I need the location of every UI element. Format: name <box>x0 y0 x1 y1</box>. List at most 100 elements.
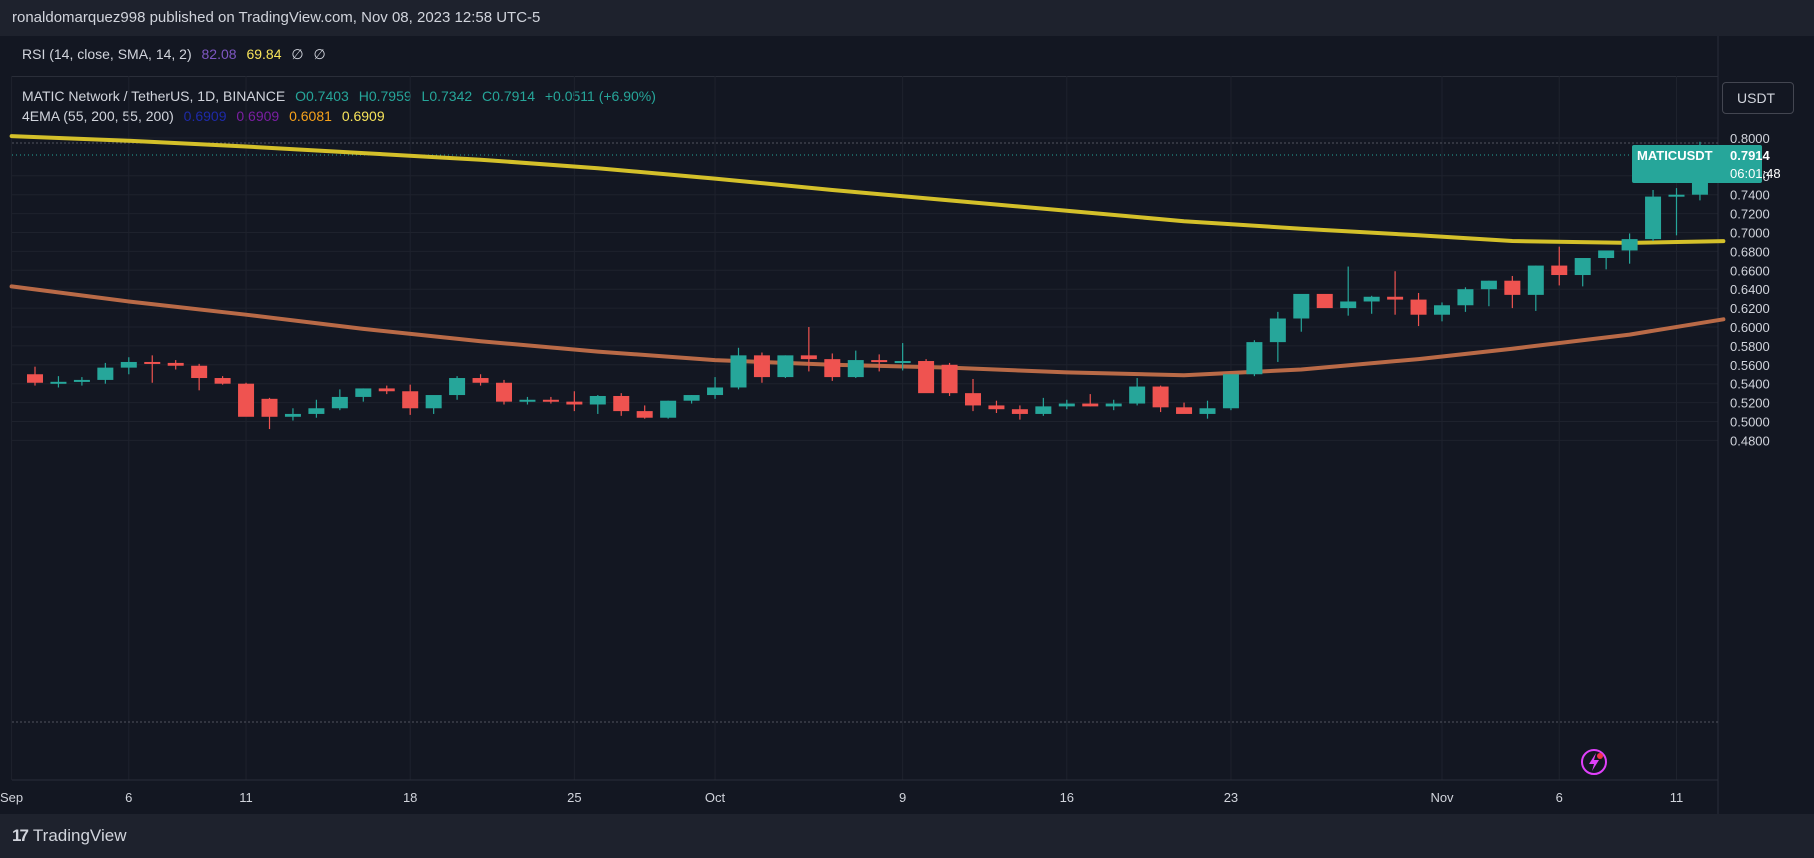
ohlc-open: O0.7403 <box>295 88 349 104</box>
candle-body <box>941 364 958 394</box>
candle <box>1222 374 1239 411</box>
candle-body <box>1246 342 1263 375</box>
tradingview-logo-icon: 17 <box>12 826 29 845</box>
candle-body <box>191 365 208 379</box>
candle <box>753 352 770 383</box>
ohlc-low: L0.7342 <box>421 88 473 104</box>
candle <box>496 379 512 405</box>
flash-icon-ring <box>1581 749 1607 775</box>
candle-body <box>261 398 278 417</box>
tradingview-brand: TradingView <box>32 826 127 845</box>
y-tick-label: 0.5000 <box>1730 415 1770 430</box>
candle-body <box>519 399 536 402</box>
x-tick-label: Nov <box>1430 790 1454 805</box>
price-tag-symbol: MATICUSDT <box>1637 148 1713 163</box>
candle-body <box>1011 409 1028 414</box>
x-tick-label: Oct <box>705 790 726 805</box>
ema-55-line <box>9 284 1726 378</box>
chart-pane[interactable] <box>12 36 1718 814</box>
candle-body <box>284 413 301 417</box>
candle <box>355 388 372 402</box>
candle-body <box>120 361 137 368</box>
candle-body <box>1668 194 1685 197</box>
rsi-pane[interactable] <box>12 36 1718 77</box>
price-axis-ticks: 0.80000.76000.74000.72000.70000.68000.66… <box>1730 131 1770 448</box>
candle <box>1527 265 1544 311</box>
currency-button[interactable]: USDT <box>1722 82 1794 114</box>
ema-label: 4EMA (55, 200, 55, 200) <box>22 108 174 124</box>
candle <box>120 357 137 375</box>
candle <box>1363 295 1380 314</box>
candle-body <box>1621 239 1638 251</box>
candle-body <box>613 395 630 412</box>
candle <box>1504 275 1521 309</box>
candle <box>613 393 630 416</box>
candle-body <box>472 378 489 383</box>
candle-body <box>753 355 770 378</box>
candle <box>50 376 67 388</box>
candle <box>894 343 911 371</box>
candle-body <box>144 361 161 364</box>
candle-body <box>214 378 231 384</box>
candle <box>988 400 1005 413</box>
candle <box>1574 258 1591 287</box>
ohlc-high: H0.7959 <box>358 88 412 104</box>
y-tick-label: 0.6400 <box>1730 282 1770 297</box>
ema-value-4: 0.6909 <box>341 108 385 124</box>
candle <box>449 376 466 400</box>
candles <box>27 141 1708 430</box>
candle <box>1011 405 1028 420</box>
candle <box>1668 188 1685 236</box>
symbol-name: MATIC Network / TetherUS, 1D, BINANCE <box>22 88 286 104</box>
candle-body <box>331 396 348 409</box>
candle <box>519 396 536 405</box>
candle <box>871 354 888 372</box>
candle-body <box>73 379 90 382</box>
candle <box>660 400 677 419</box>
y-tick-label: 0.5800 <box>1730 339 1770 354</box>
candle-body <box>1434 305 1450 315</box>
flash-icon[interactable] <box>1581 749 1607 775</box>
price-chart: 0.80000.76000.74000.72000.70000.68000.66… <box>0 36 1781 814</box>
time-axis-ticks: Sep 6 11 18 25 Oct 9 16 23 Nov 6 11 <box>0 790 1683 805</box>
rsi-label: RSI (14, close, SMA, 14, 2) <box>22 46 192 62</box>
candle-body <box>1035 406 1052 414</box>
candle-body <box>1480 280 1497 290</box>
candle-body <box>1316 293 1333 309</box>
candle <box>261 397 278 430</box>
ema-value-3: 0.6081 <box>289 108 332 124</box>
candle-body <box>27 374 43 383</box>
y-tick-label: 0.5600 <box>1730 358 1770 373</box>
y-tick-label: 0.8000 <box>1730 131 1770 146</box>
rsi-empty-2: ∅ <box>313 46 326 62</box>
candle <box>1082 394 1099 407</box>
ema-lines <box>9 134 1726 378</box>
candle-body <box>402 391 419 409</box>
candle-body <box>496 382 512 402</box>
rsi-legend[interactable]: RSI (14, close, SMA, 14, 2) 82.08 69.84 … <box>22 46 332 63</box>
candle-body <box>1176 407 1193 414</box>
candle-body <box>824 359 841 378</box>
price-tag-price: 0.7914 <box>1730 148 1771 163</box>
candle <box>167 360 184 370</box>
candle-body <box>965 393 981 406</box>
candle-body <box>167 362 184 366</box>
y-tick-label: 0.7400 <box>1730 188 1770 203</box>
candle-body <box>1293 293 1310 319</box>
candle <box>27 366 43 386</box>
ema-legend[interactable]: 4EMA (55, 200, 55, 200) 0.6909 0.6909 0.… <box>22 108 391 124</box>
candle-body <box>1574 258 1591 276</box>
candle <box>308 399 325 418</box>
y-tick-label: 0.7200 <box>1730 207 1770 222</box>
y-tick-label: 0.7000 <box>1730 226 1770 241</box>
candle <box>331 389 348 411</box>
candle <box>1551 246 1568 286</box>
candle-body <box>1363 296 1380 302</box>
tradingview-logo[interactable]: 17 TradingView <box>12 826 126 846</box>
candle <box>800 327 817 372</box>
symbol-legend[interactable]: MATIC Network / TetherUS, 1D, BINANCE O0… <box>22 88 662 104</box>
candle <box>1152 385 1169 413</box>
x-tick-label: Sep <box>0 790 23 805</box>
candle-body <box>707 387 724 396</box>
candle-body <box>1504 280 1521 295</box>
